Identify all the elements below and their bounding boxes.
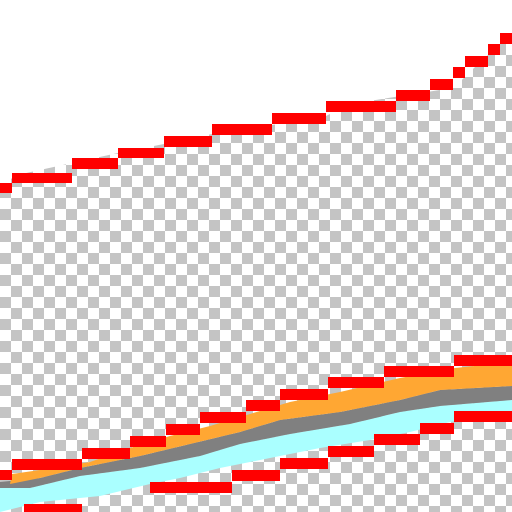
- orange-band: [10, 362, 512, 484]
- gray-band: [0, 386, 512, 488]
- lower-red-line-top: [0, 355, 512, 480]
- cyan-band: [0, 400, 512, 512]
- lower-red-line-bottom: [24, 411, 512, 512]
- upper-red-line: [0, 33, 512, 193]
